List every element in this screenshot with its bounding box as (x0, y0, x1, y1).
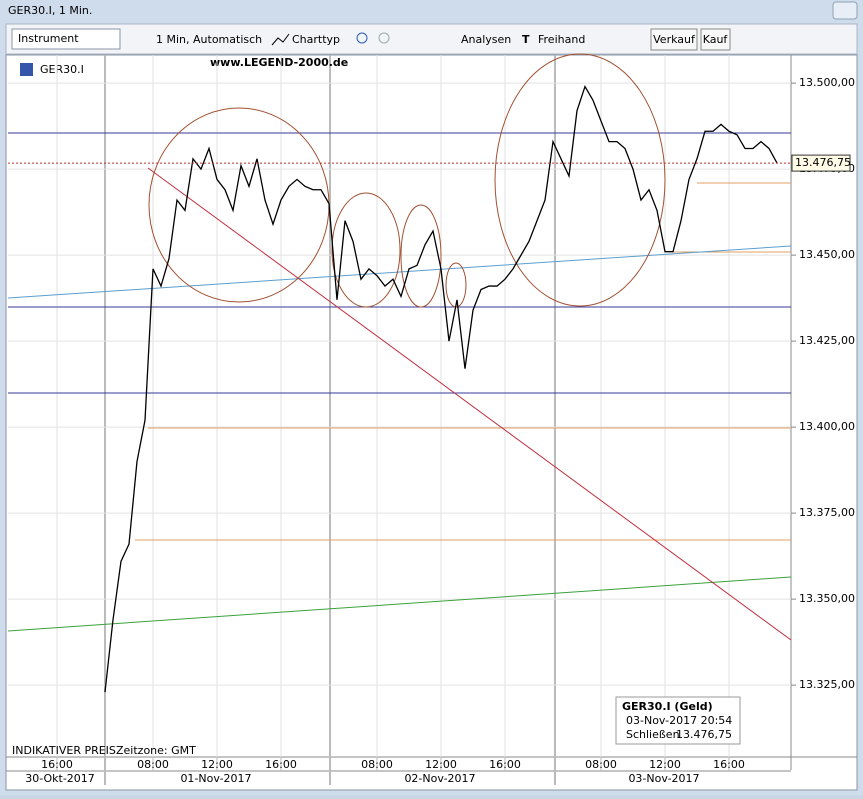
x-tick-label: 12:00 (425, 758, 457, 771)
text-tool-icon[interactable]: T (522, 33, 530, 46)
date-label: 03-Nov-2017 (628, 772, 699, 785)
window-button[interactable] (832, 1, 858, 20)
timezone-note: Zeitzone: GMT (116, 744, 196, 757)
x-tick-label: 08:00 (137, 758, 169, 771)
x-tick-label: 12:00 (649, 758, 681, 771)
info-close-value: 13.476,75 (676, 728, 732, 741)
buy-label: Kauf (703, 33, 729, 46)
y-tick-label: 13.375,00 (799, 506, 855, 519)
zoom-out-icon[interactable] (378, 32, 390, 44)
charttype-menu[interactable]: Charttyp (292, 33, 340, 46)
ellipse-marker (400, 204, 442, 308)
info-box (615, 696, 741, 745)
sell-button[interactable] (650, 28, 698, 51)
price-line (104, 84, 778, 693)
info-datetime: 03-Nov-2017 20:54 (626, 714, 732, 727)
interval-menu[interactable]: 1 Min, Automatisch (156, 33, 262, 46)
x-tick-label: 16:00 (265, 758, 297, 771)
symbol-label[interactable]: GER30.I (40, 63, 84, 76)
y-tick-label: 13.400,00 (799, 420, 855, 433)
freehand-menu[interactable]: Freihand (538, 33, 585, 46)
x-tick-label: 12:00 (201, 758, 233, 771)
symbol-icon (20, 63, 33, 76)
chart-panel (5, 54, 858, 791)
instrument-placeholder: Instrument (18, 32, 79, 45)
date-label: 30-Okt-2017 (25, 772, 95, 785)
indicative-note: INDIKATIVER PREIS (12, 744, 116, 757)
y-tick-label: 13.450,00 (799, 248, 855, 261)
sell-label: Verkauf (653, 33, 696, 46)
y-tick-label: 13.425,00 (799, 334, 855, 347)
x-tick-label: 16:00 (489, 758, 521, 771)
watermark: www.LEGEND-2000.de (210, 56, 348, 69)
charttype-icon (271, 33, 290, 46)
info-title: GER30.I (Geld) (622, 700, 713, 713)
trend-line (147, 167, 792, 641)
date-label: 02-Nov-2017 (404, 772, 475, 785)
y-tick-label: 13.350,00 (799, 592, 855, 605)
trend-line (7, 245, 792, 299)
x-tick-label: 16:00 (713, 758, 745, 771)
analyses-menu[interactable]: Analysen (461, 33, 511, 46)
window-title: GER30.I, 1 Min. (8, 4, 92, 17)
buy-button[interactable] (700, 28, 731, 51)
drawings (7, 53, 792, 641)
ellipse-marker (331, 192, 401, 308)
last-price-label: 13.476,75 (795, 156, 851, 169)
last-price-box (791, 154, 851, 172)
zoom-in-icon[interactable] (356, 32, 368, 44)
x-tick-label: 16:00 (41, 758, 73, 771)
date-label: 01-Nov-2017 (180, 772, 251, 785)
trend-line (7, 576, 792, 632)
y-tick-label: 13.500,00 (799, 76, 855, 89)
instrument-input[interactable] (11, 28, 121, 50)
x-tick-label: 08:00 (361, 758, 393, 771)
ellipse-marker (494, 53, 666, 307)
y-tick-label: 13.325,00 (799, 678, 855, 691)
info-close-label: Schließen (626, 728, 680, 741)
x-tick-label: 08:00 (585, 758, 617, 771)
